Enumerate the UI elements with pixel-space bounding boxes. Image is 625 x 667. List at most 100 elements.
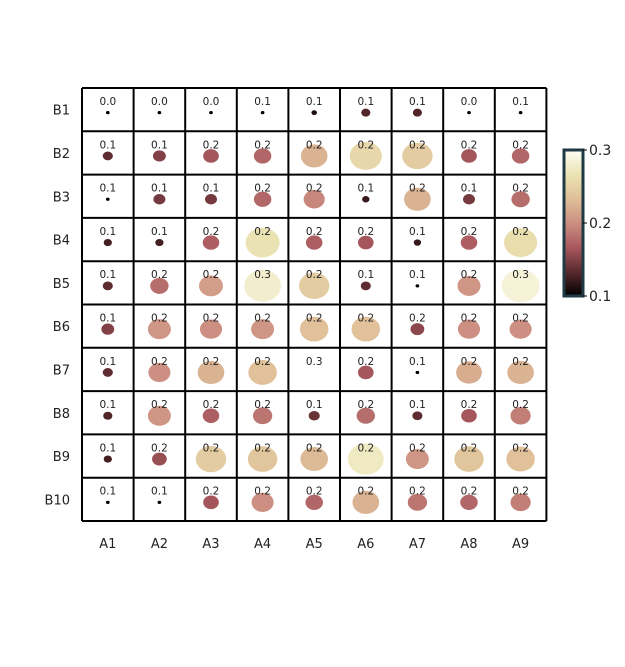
heatmap-marker-B4-A9 xyxy=(504,228,538,257)
cell-value-label: 0.2 xyxy=(357,139,374,151)
heatmap-marker-B9-A8 xyxy=(454,446,484,472)
heatmap-marker-B7-A9 xyxy=(507,360,534,385)
heatmap-marker-B9-A7 xyxy=(405,449,429,470)
cell-value-label: 0.2 xyxy=(461,313,478,325)
heatmap-marker-B4-A5 xyxy=(305,235,323,250)
cell-value-label: 0.2 xyxy=(512,139,529,151)
cell-value-label: 0.0 xyxy=(461,96,478,108)
cell-value-label: 0.1 xyxy=(306,96,323,108)
heatmap-marker-B1-A5 xyxy=(311,110,317,116)
cell-value-label: 0.2 xyxy=(254,442,271,454)
cell-value-label: 0.1 xyxy=(99,356,116,368)
heatmap-marker-B10-A4 xyxy=(251,492,274,512)
cell-value-label: 0.1 xyxy=(461,183,478,195)
cell-value-label: 0.2 xyxy=(512,442,529,454)
cell-value-label: 0.1 xyxy=(99,313,116,325)
colorbar-gradient xyxy=(562,148,585,298)
heatmap-marker-B2-A9 xyxy=(511,148,530,164)
heatmap-marker-B9-A9 xyxy=(506,446,535,472)
heatmap-marker-B5-A1 xyxy=(102,281,113,291)
heatmap-marker-B8-A8 xyxy=(461,408,477,423)
heatmap-marker-B4-A8 xyxy=(460,235,478,250)
cell-value-label: 0.2 xyxy=(409,486,426,498)
heatmap-marker-B6-A2 xyxy=(147,319,171,340)
x-tick-label: A5 xyxy=(306,537,323,552)
heatmap-marker-B3-A3 xyxy=(205,194,217,205)
cell-value-label: 0.2 xyxy=(203,486,220,498)
cell-value-label: 0.2 xyxy=(306,139,323,151)
cell-value-label: 0.3 xyxy=(306,356,323,368)
x-tick-label: A3 xyxy=(202,537,219,552)
heatmap-marker-B8-A9 xyxy=(510,406,531,425)
colorbar: 0.1 0.2 0.3 xyxy=(562,143,611,305)
heatmap-marker-B1-A3 xyxy=(209,111,213,115)
cell-value-label: 0.1 xyxy=(357,269,374,281)
cell-value-label: 0.2 xyxy=(512,313,529,325)
cell-value-label: 0.1 xyxy=(254,96,271,108)
heatmap-marker-B10-A3 xyxy=(203,495,219,510)
cell-value-label: 0.0 xyxy=(99,96,116,108)
heatmap-grid xyxy=(81,87,548,522)
heatmap-marker-B8-A5 xyxy=(308,410,320,421)
cell-value-label: 0.2 xyxy=(306,269,323,281)
cell-value-label: 0.1 xyxy=(99,486,116,498)
heatmap-marker-B3-A2 xyxy=(153,194,166,205)
cell-value-label: 0.2 xyxy=(254,356,271,368)
cell-value-label: 0.1 xyxy=(151,486,168,498)
heatmap-marker-B6-A5 xyxy=(299,316,329,342)
heatmap-marker-B8-A7 xyxy=(412,411,423,421)
cell-value-label: 0.2 xyxy=(306,486,323,498)
heatmap-marker-B9-A2 xyxy=(152,452,167,466)
x-tick-label: A4 xyxy=(254,537,271,552)
x-tick-label: A8 xyxy=(460,537,477,552)
heatmap-marker-B8-A6 xyxy=(356,407,375,424)
heatmap-marker-B2-A2 xyxy=(152,150,166,162)
heatmap-marker-B5-A4 xyxy=(244,269,281,302)
heatmap-marker-B6-A9 xyxy=(509,319,532,339)
cell-value-label: 0.2 xyxy=(357,399,374,411)
x-tick-label: A7 xyxy=(409,537,426,552)
heatmap-marker-B8-A3 xyxy=(202,408,220,423)
heatmap-marker-B9-A4 xyxy=(247,446,278,472)
cell-value-label: 0.0 xyxy=(151,96,168,108)
heatmap-marker-B4-A3 xyxy=(202,235,220,250)
y-axis-ticks: B1 B2 B3 B4 B5 B6 B7 B8 B9 B10 xyxy=(45,104,70,509)
cell-value-label: 0.1 xyxy=(357,183,374,195)
cell-value-label: 0.2 xyxy=(512,486,529,498)
cell-value-label: 0.2 xyxy=(151,313,168,325)
heatmap-marker-B10-A8 xyxy=(460,494,478,510)
heatmap-marker-B9-A5 xyxy=(300,447,329,472)
heatmap-marker-B4-A7 xyxy=(413,239,422,246)
cell-value-label: 0.2 xyxy=(254,486,271,498)
cell-value-label: 0.3 xyxy=(254,269,271,281)
cell-value-label: 0.2 xyxy=(203,442,220,454)
cell-value-label: 0.2 xyxy=(306,442,323,454)
cell-value-label: 0.2 xyxy=(461,139,478,151)
cell-value-label: 0.2 xyxy=(461,399,478,411)
heatmap-marker-B10-A6 xyxy=(352,490,380,514)
heatmap-marker-B6-A3 xyxy=(199,319,223,339)
heatmap-marker-B1-A4 xyxy=(260,111,265,115)
y-tick-label: B5 xyxy=(53,277,70,292)
heatmap-marker-B9-A1 xyxy=(103,455,112,463)
heatmap-marker-B8-A1 xyxy=(103,411,113,420)
cell-value-label: 0.2 xyxy=(254,399,271,411)
cell-value-label: 0.2 xyxy=(151,399,168,411)
heatmap-marker-B4-A6 xyxy=(357,235,374,250)
cell-value-label: 0.1 xyxy=(409,269,426,281)
heatmap-marker-B3-A4 xyxy=(253,191,272,207)
heatmap-marker-B5-A9 xyxy=(501,269,540,303)
heatmap-marker-B3-A6 xyxy=(362,196,370,203)
cell-value-label: 0.2 xyxy=(306,183,323,195)
cell-value-label: 0.0 xyxy=(203,96,220,108)
heatmap-marker-B1-A9 xyxy=(518,111,523,115)
heatmap-marker-B3-A1 xyxy=(105,197,110,201)
cell-value-label: 0.2 xyxy=(461,226,478,238)
cell-value-label: 0.1 xyxy=(409,226,426,238)
cell-value-label: 0.2 xyxy=(151,269,168,281)
cell-value-label: 0.2 xyxy=(357,442,374,454)
cell-value-label: 0.2 xyxy=(512,183,529,195)
heatmap-marker-B5-A7 xyxy=(415,284,420,288)
cell-value-label: 0.1 xyxy=(409,399,426,411)
heatmap-marker-B2-A8 xyxy=(461,149,477,163)
